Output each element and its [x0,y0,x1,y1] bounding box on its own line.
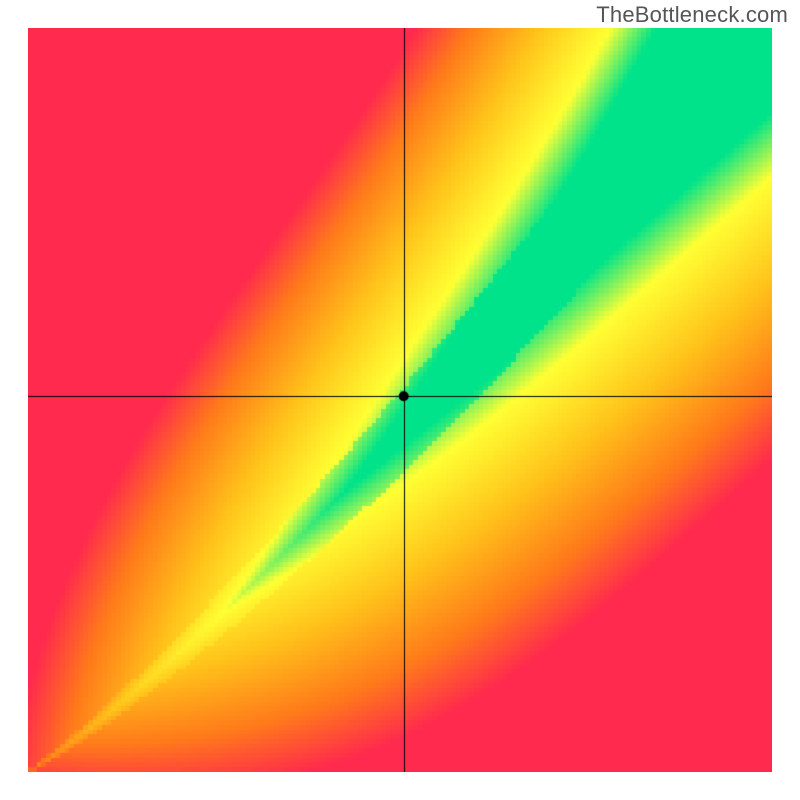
bottleneck-heatmap [28,28,772,772]
watermark-text: TheBottleneck.com [596,2,788,28]
heatmap-frame [28,28,772,772]
